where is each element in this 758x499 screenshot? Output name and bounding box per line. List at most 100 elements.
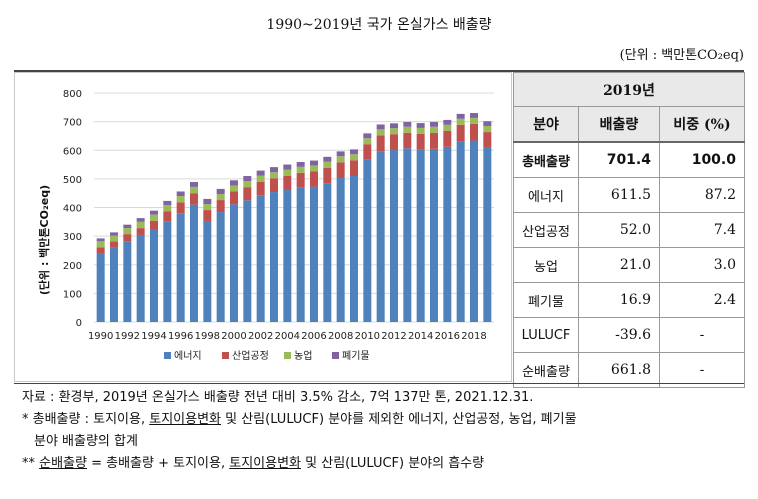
row-share: 3.0 (659, 247, 745, 283)
row-share: 2.4 (659, 282, 745, 318)
bar-2007 (323, 183, 332, 322)
bar-2017 (456, 118, 465, 125)
row-label: 폐기물 (513, 282, 579, 318)
note-text: 토지이용변화 (149, 412, 221, 427)
x-tick-label: 2002 (248, 331, 273, 342)
bar-2015 (430, 148, 438, 322)
bar-2000 (230, 180, 238, 186)
y-tick-label: 200 (63, 261, 82, 272)
note-total: * 총배출량 : 토지이용, 토지이용변화 및 산림(LULUCF) 분야를 제… (22, 409, 577, 431)
bar-2009 (350, 154, 358, 161)
row-share: - (659, 317, 745, 353)
note-text: * 총배출량 : 토지이용, (22, 412, 150, 427)
bar-2010 (363, 159, 372, 322)
x-tick-label: 2008 (328, 331, 353, 342)
bar-1998 (203, 198, 212, 205)
bar-1992 (123, 228, 132, 235)
bar-1992 (123, 241, 132, 322)
table-year-header: 2019년 (513, 72, 745, 107)
col-header-emissions: 배출량 (578, 106, 660, 143)
x-tick-label: 2004 (275, 331, 300, 342)
bar-2001 (243, 176, 252, 182)
row-label: 순배출량 (513, 352, 579, 388)
bar-1990 (96, 253, 105, 322)
bar-2002 (256, 170, 265, 176)
bar-2008 (336, 156, 345, 163)
notes: 자료 : 환경부, 2019년 온실가스 배출량 전년 대비 3.5% 감소, … (22, 387, 577, 475)
bar-2018 (470, 117, 478, 124)
bar-1999 (216, 212, 225, 322)
y-tick-label: 300 (63, 232, 82, 243)
unit-label: (단위 : 백만톤CO₂eq) (619, 48, 744, 63)
bar-1998 (203, 210, 212, 221)
bar-2002 (256, 181, 265, 196)
y-axis-label: (단위 : 백만톤CO₂eq) (37, 185, 51, 295)
bar-2008 (336, 151, 345, 157)
row-value: 21.0 (578, 247, 660, 283)
table-row: 순배출량 661.8 - (513, 352, 745, 388)
bar-2016 (443, 124, 452, 131)
note-net: ** 순배출량 = 총배출량 + 토지이용, 토지이용변화 및 산림(LULUC… (22, 453, 577, 475)
bar-2013 (403, 121, 412, 127)
bar-1994 (150, 220, 158, 230)
bar-2012 (390, 128, 398, 135)
bar-1994 (150, 229, 158, 322)
x-tick-label: 2016 (435, 331, 460, 342)
x-tick-label: 2012 (381, 331, 406, 342)
col-header-field: 분야 (513, 106, 579, 143)
row-label: 산업공정 (513, 212, 579, 248)
bar-1995 (163, 200, 172, 206)
bar-2001 (243, 200, 252, 322)
note-total-line2: 분야 배출량의 합계 (34, 434, 138, 449)
y-tick-label: 700 (63, 118, 82, 129)
bar-2011 (376, 124, 385, 130)
bar-2015 (430, 132, 438, 149)
row-label: 총배출량 (513, 141, 579, 178)
bar-1997 (190, 193, 198, 205)
table-row: LULUCF -39.6 - (513, 317, 745, 353)
row-label: 농업 (513, 247, 579, 283)
bar-2005 (296, 166, 305, 173)
bar-2003 (270, 192, 278, 322)
bar-2004 (283, 169, 292, 176)
bar-1991 (110, 247, 118, 322)
bar-2006 (310, 186, 318, 322)
row-label: LULUCF (513, 317, 579, 353)
x-tick-label: 2010 (355, 331, 380, 342)
table-row: 에너지 611.5 87.2 (513, 177, 745, 213)
bar-1995 (163, 205, 172, 212)
bar-2005 (296, 187, 305, 322)
bar-1996 (176, 202, 185, 214)
bar-2014 (416, 133, 425, 150)
bar-1991 (110, 232, 118, 236)
bar-2012 (390, 123, 398, 129)
source-note: 자료 : 환경부, 2019년 온실가스 배출량 전년 대비 3.5% 감소, … (22, 390, 534, 405)
bar-2017 (456, 124, 465, 142)
bar-1993 (136, 228, 145, 236)
bar-2007 (323, 167, 332, 184)
x-tick-label: 1992 (115, 331, 140, 342)
row-share: 100.0 (659, 141, 745, 178)
bar-2016 (443, 146, 452, 322)
legend-swatch (164, 352, 171, 359)
row-value: 611.5 (578, 177, 660, 213)
summary-table: 2019년 분야 배출량 비중 (%) 총배출량 701.4 100.0 에너지… (513, 72, 745, 388)
legend-swatch (284, 352, 291, 359)
bar-2010 (363, 138, 372, 145)
bar-1999 (216, 188, 225, 195)
bar-2006 (310, 171, 318, 187)
note-text: 및 산림(LULUCF) 분야를 제외한 에너지, 산업공정, 농업, 폐기물 (221, 412, 577, 427)
bar-2012 (390, 134, 398, 150)
bar-2003 (270, 178, 278, 193)
bar-1996 (176, 213, 185, 322)
bar-2017 (456, 113, 465, 119)
bar-2005 (296, 161, 305, 167)
bar-2009 (350, 149, 358, 155)
bar-1998 (203, 220, 212, 322)
bar-2012 (390, 149, 398, 322)
bar-1995 (163, 221, 172, 322)
x-tick-label: 1996 (168, 331, 193, 342)
legend-swatch (332, 352, 339, 359)
bar-2019 (483, 146, 492, 322)
